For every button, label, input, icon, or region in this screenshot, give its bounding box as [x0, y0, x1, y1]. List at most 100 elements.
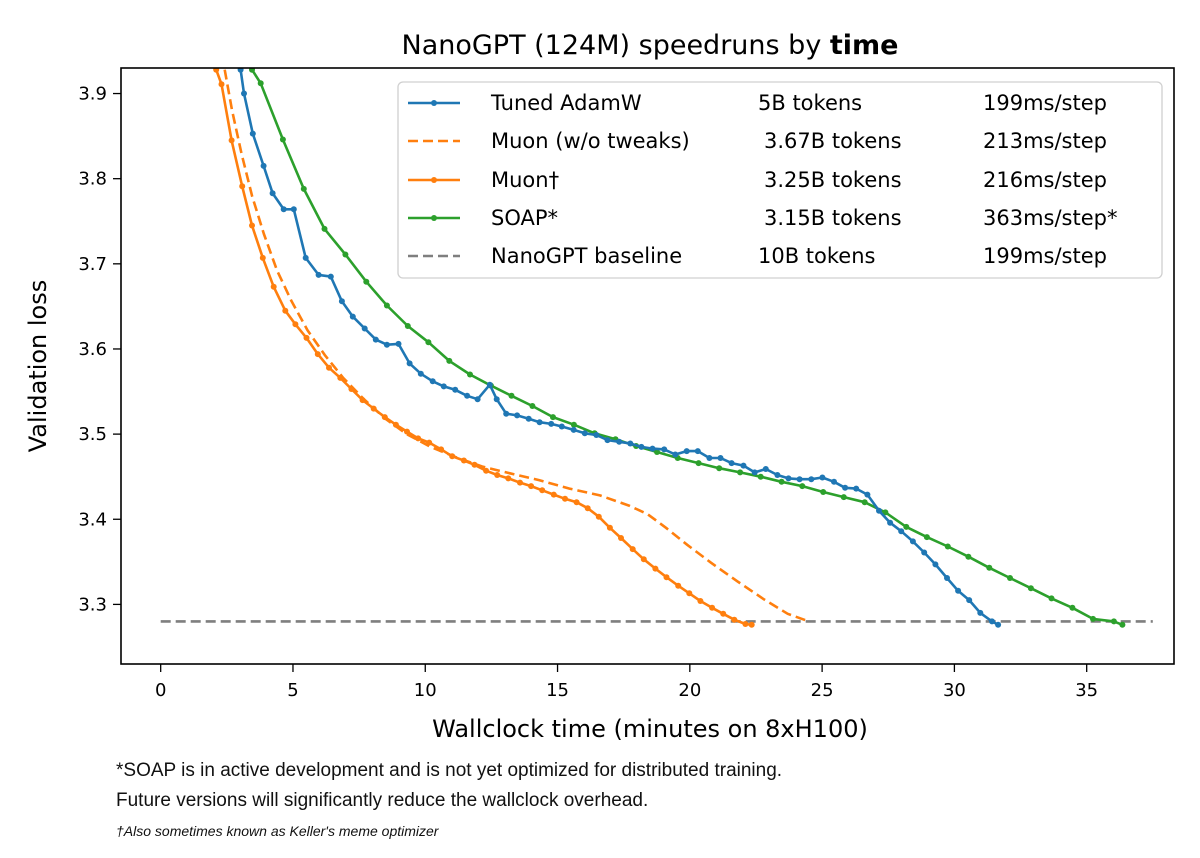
data-point: [508, 392, 515, 399]
data-point: [840, 494, 847, 501]
data-point: [493, 396, 500, 403]
legend: Tuned AdamW 5B tokens 199ms/step Muon (w/o …: [397, 81, 1163, 279]
data-point: [778, 478, 785, 485]
data-point: [260, 162, 267, 169]
data-point: [716, 465, 723, 472]
x-tick-label: 30: [943, 680, 966, 701]
y-tick-label: 3.7: [78, 254, 107, 275]
data-point: [923, 534, 930, 541]
y-axis: 3.3 3.4 3.5 3.6 3.7 3.8 3.9: [78, 84, 121, 615]
data-point: [573, 499, 580, 506]
data-point: [672, 451, 679, 458]
data-point: [460, 457, 467, 464]
data-point: [751, 469, 758, 476]
data-point: [649, 445, 656, 452]
data-point: [503, 410, 510, 417]
data-point: [686, 590, 693, 597]
data-point: [539, 487, 546, 494]
data-point: [861, 499, 868, 506]
data-point: [361, 325, 368, 332]
data-point: [249, 130, 256, 137]
data-point: [966, 597, 973, 604]
data-point: [438, 446, 445, 453]
data-point: [706, 455, 713, 461]
x-tick-label: 0: [155, 680, 166, 701]
legend-item-soap: SOAP* 3.15B tokens 363ms/step*: [408, 206, 1117, 230]
data-point: [842, 484, 849, 491]
data-point: [995, 621, 1002, 628]
data-point: [820, 489, 827, 495]
data-point: [381, 414, 388, 421]
data-point: [303, 334, 310, 341]
data-point: [464, 392, 471, 399]
data-point: [1090, 615, 1096, 622]
data-point: [570, 421, 577, 428]
data-point: [731, 616, 738, 623]
data-point: [595, 513, 602, 520]
data-point: [514, 412, 521, 419]
data-point: [717, 455, 724, 461]
data-point: [239, 183, 246, 190]
y-axis-label: Validation loss: [24, 280, 52, 453]
y-tick-label: 3.9: [78, 84, 107, 105]
data-point: [1069, 604, 1076, 611]
data-point: [342, 251, 349, 258]
data-point: [831, 478, 837, 485]
data-point: [483, 467, 490, 474]
data-point: [425, 339, 432, 346]
data-point: [675, 582, 682, 589]
data-point: [213, 68, 220, 73]
legend-item-muon: Muon† 3.25B tokens 216ms/step: [408, 168, 1107, 192]
data-point: [616, 438, 623, 445]
legend-speed: 363ms/step*: [983, 206, 1117, 230]
data-point: [505, 475, 512, 482]
data-point: [882, 509, 889, 516]
data-point: [661, 446, 668, 453]
series-tuned-adamw: [237, 68, 1002, 628]
data-point: [728, 460, 735, 467]
data-point: [363, 278, 370, 285]
data-point: [370, 405, 377, 412]
data-point: [562, 495, 568, 502]
series-line-tuned-adamw: [239, 69, 999, 626]
data-point: [270, 283, 277, 290]
data-point: [785, 475, 792, 482]
y-tick-label: 3.5: [78, 424, 107, 445]
x-tick-label: 5: [287, 680, 298, 701]
footnote-muon: †Also sometimes known as Keller's meme o…: [116, 823, 439, 839]
data-point: [218, 81, 225, 88]
data-point: [486, 381, 493, 388]
legend-tokens: 3.25B tokens: [764, 168, 902, 192]
data-point: [986, 564, 993, 571]
data-point: [383, 302, 390, 309]
data-point: [977, 609, 984, 616]
data-point: [652, 565, 659, 572]
legend-tokens: 3.15B tokens: [764, 206, 902, 230]
data-point: [338, 298, 345, 305]
data-point: [326, 364, 332, 371]
data-point: [525, 415, 532, 422]
legend-label: Tuned AdamW: [490, 91, 642, 115]
data-point: [618, 535, 624, 541]
data-point: [517, 479, 523, 486]
data-point: [228, 137, 235, 144]
data-point: [1007, 575, 1013, 581]
data-point: [638, 443, 645, 450]
data-point: [864, 491, 871, 498]
data-point: [796, 476, 803, 483]
y-tick-label: 3.4: [78, 509, 107, 530]
data-point: [898, 528, 905, 535]
legend-label: Muon†: [491, 168, 559, 192]
y-tick-label: 3.8: [78, 169, 107, 190]
data-point: [257, 80, 264, 87]
data-point: [474, 396, 481, 403]
data-point: [808, 476, 815, 483]
footnote-soap-line2: Future versions will significantly reduc…: [116, 790, 649, 811]
data-point: [709, 604, 716, 611]
data-point: [426, 439, 433, 446]
data-point: [774, 472, 781, 478]
loss-chart: NanoGPT (124M) speedruns by time 0 5 10 15 2…: [24, 30, 1175, 743]
data-point: [654, 449, 660, 455]
data-point: [315, 271, 322, 278]
data-point: [449, 453, 456, 460]
